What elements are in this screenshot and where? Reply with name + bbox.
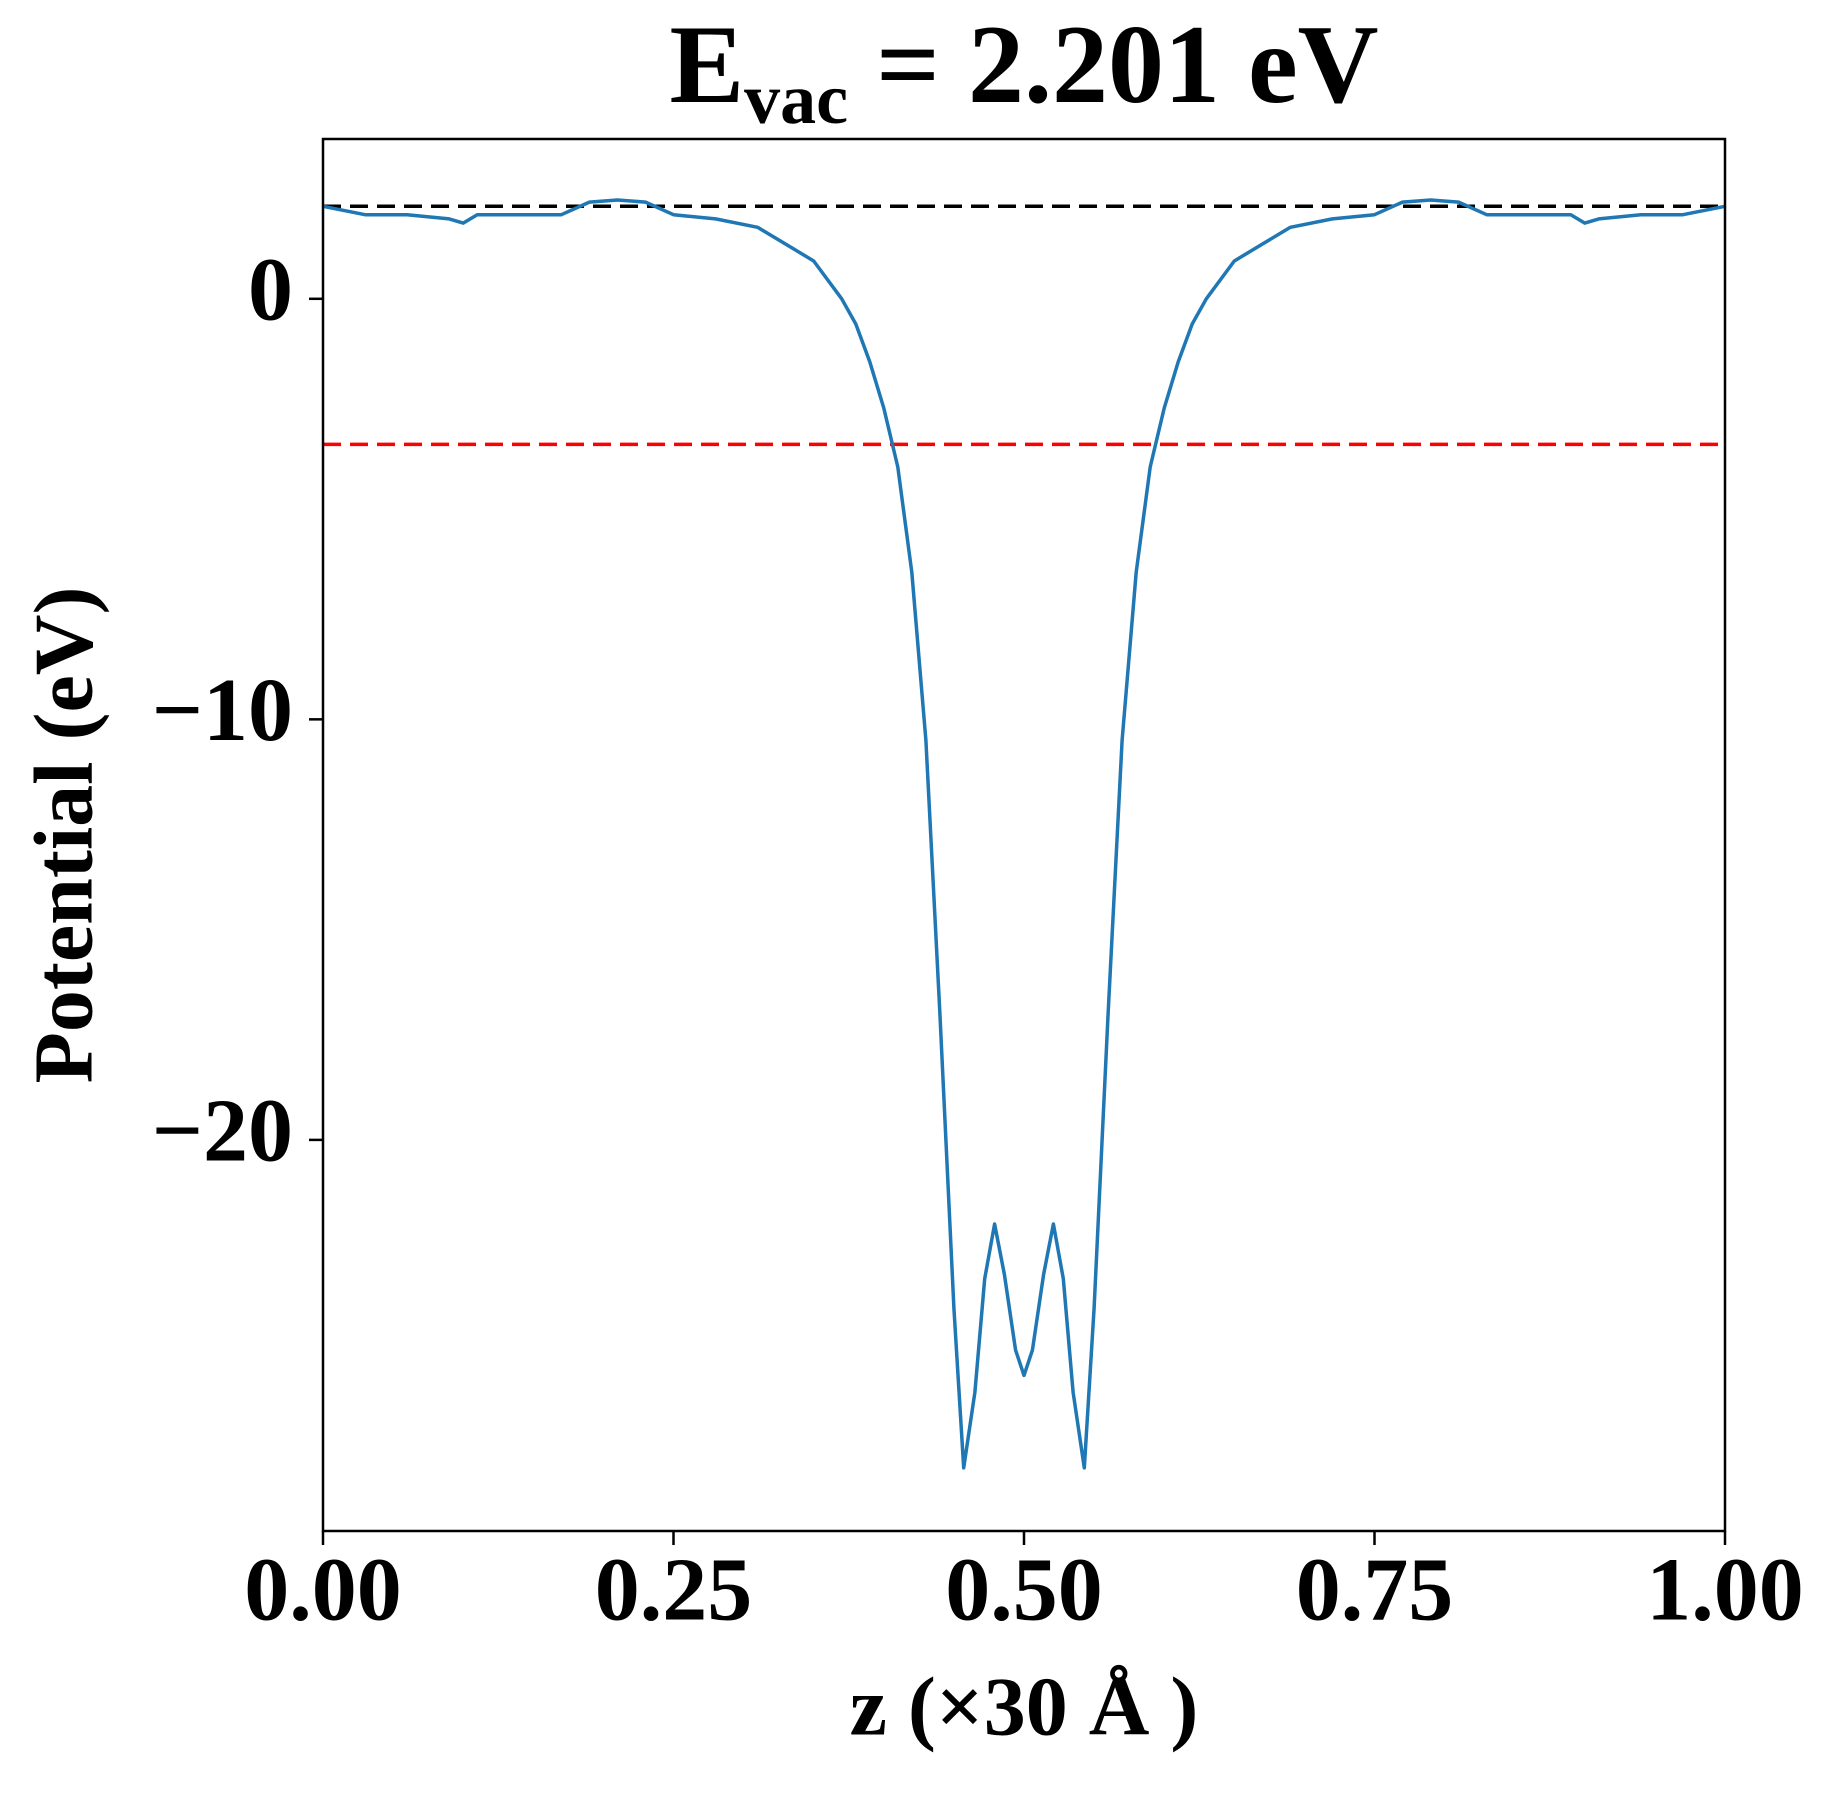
plot-frame	[321, 137, 1727, 1533]
x-tick-label: 0.25	[595, 1541, 753, 1640]
chart-title: Evac = 2.201 eV	[669, 3, 1378, 139]
y-axis-label: Potential (eV)	[17, 587, 110, 1084]
title-sub: vac	[744, 59, 848, 139]
y-tick-label: 0	[248, 240, 293, 339]
x-tick-label: 0.75	[1296, 1541, 1454, 1640]
x-tick-label: 1.00	[1646, 1541, 1804, 1640]
x-tick-label: 0.00	[244, 1541, 402, 1640]
y-tick-label: −20	[152, 1082, 293, 1181]
title-main: E	[669, 3, 744, 127]
title-rest: = 2.201 eV	[848, 3, 1378, 127]
line	[322, 198, 1726, 1470]
x-tick-label: 0.50	[945, 1541, 1103, 1640]
x-axis-label: z (×30 Å )	[850, 1660, 1199, 1753]
y-tick-label: −10	[152, 661, 293, 760]
